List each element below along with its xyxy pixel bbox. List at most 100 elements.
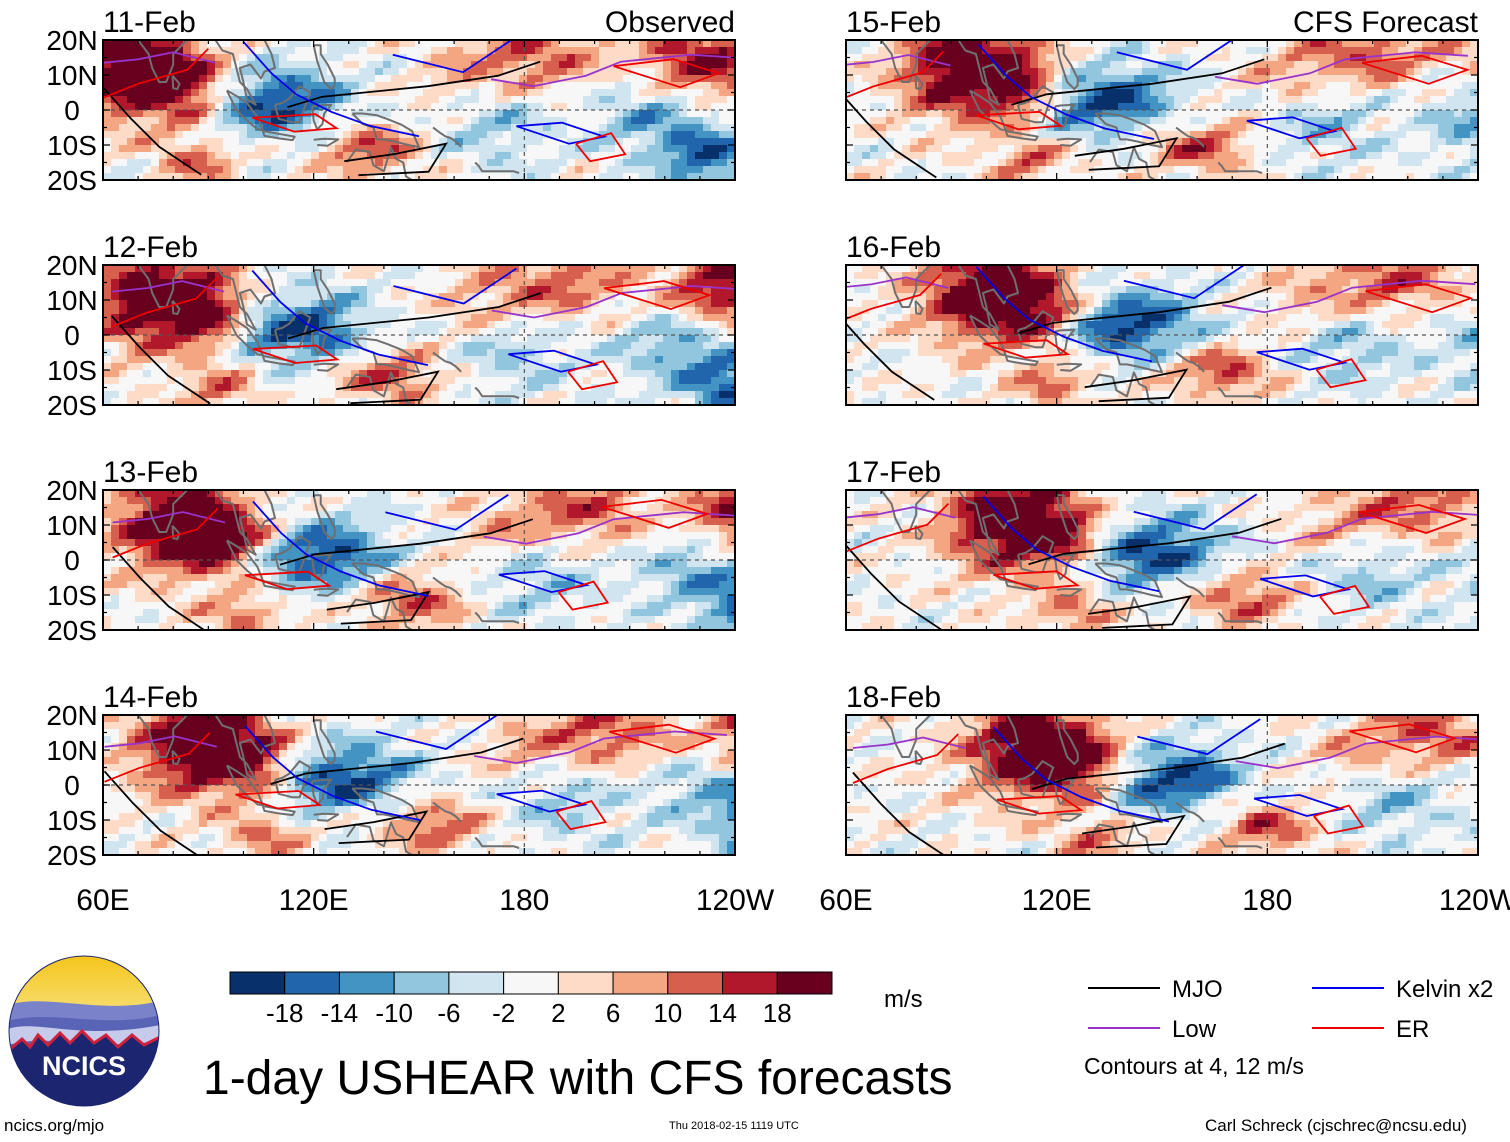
contour-line (1137, 718, 1261, 756)
y-tick-label: 0 (64, 95, 80, 126)
colorbar-swatch (776, 971, 833, 995)
colorbar-swatch (448, 971, 505, 995)
contour-line (112, 507, 219, 559)
colorbar-swatch (338, 971, 395, 995)
footer-site[interactable]: ncics.org/mjo (4, 1116, 105, 1135)
coastline (226, 314, 264, 357)
contour-line (982, 496, 1160, 593)
y-tick-label: 10S (47, 805, 97, 836)
panel-field (103, 40, 735, 180)
coastline (1004, 130, 1039, 142)
contour-line (575, 132, 627, 163)
footer-credit: Carl Schreck (cjschrec@ncsu.edu) (1205, 1116, 1467, 1135)
contour-line (983, 339, 1071, 359)
legend: MJO Kelvin x2 Low ER (1088, 976, 1493, 1043)
coastline (474, 611, 520, 624)
coastline (474, 386, 520, 399)
coastline (1055, 719, 1079, 765)
contour-line (242, 41, 420, 138)
contour-line (474, 730, 728, 764)
contour-line (103, 48, 209, 99)
panel-field (846, 40, 1478, 180)
x-tick-label: 120E (1022, 884, 1092, 917)
contour-line (846, 54, 951, 67)
x-tick-label: 180 (499, 884, 549, 917)
contour-line (1088, 595, 1192, 629)
colorbar-label: 14 (708, 998, 737, 1028)
contour-line (1116, 40, 1234, 71)
coastline (274, 535, 312, 574)
contour-line (603, 280, 713, 311)
legend-label: MJO (1172, 976, 1223, 1003)
coastline (312, 494, 336, 540)
contour-line (1315, 358, 1367, 389)
colorbar-swatch (722, 971, 778, 995)
contour-line (1361, 54, 1471, 85)
colorbar-swatch (503, 971, 559, 995)
coastline (1217, 386, 1263, 399)
contour-line (103, 86, 202, 176)
contour-line (1313, 804, 1365, 835)
contour-line (1319, 584, 1371, 615)
panels: 11-Feb Observed20N10N010S20S12-Feb20N10N0… (46, 6, 1510, 917)
contour-line (975, 266, 1153, 363)
coastline (914, 300, 924, 315)
contour-line (852, 733, 959, 784)
legend-label: Kelvin x2 (1396, 976, 1493, 1003)
colorbar-label: -14 (321, 998, 359, 1028)
coastline (351, 562, 420, 599)
contour-line (324, 810, 429, 844)
y-tick-label: 10N (46, 285, 97, 316)
colorbar-label: 10 (653, 998, 682, 1028)
contour-line (977, 43, 1155, 140)
contour-line (846, 544, 942, 630)
contour-line (393, 267, 517, 305)
y-tick-label: 10N (46, 510, 97, 541)
colorbar-swatch (393, 971, 450, 995)
panel-date: 14-Feb (103, 681, 198, 714)
contour-line (344, 142, 448, 177)
coastline (1055, 494, 1079, 540)
y-tick-label: 10N (46, 735, 97, 766)
footer-timestamp: Thu 2018-02-15 1119 UTC (669, 1120, 799, 1132)
coastline (351, 787, 420, 824)
colorbar-label: 6 (606, 998, 620, 1028)
contour-line (287, 292, 542, 340)
coastline (1055, 44, 1079, 90)
panel-field (846, 265, 1478, 405)
contour-line (846, 503, 950, 553)
coastline (957, 715, 1019, 781)
contour-line (496, 789, 589, 813)
contour-line (498, 570, 591, 594)
contour-line (557, 580, 610, 611)
coastline (1175, 351, 1205, 373)
contour-line (993, 570, 1081, 590)
coastline (214, 265, 276, 331)
contour-line (1359, 504, 1468, 534)
contour-line (846, 506, 956, 519)
colorbar-label: -2 (492, 998, 515, 1028)
contour-line (567, 360, 619, 391)
coastline (867, 265, 932, 308)
colorbar-swatch (284, 971, 340, 995)
coastline (346, 146, 413, 180)
y-tick-label: 0 (64, 770, 80, 801)
coastline (474, 836, 520, 849)
coastline (474, 161, 520, 174)
contour-line (996, 795, 1084, 815)
contour-line (103, 770, 199, 855)
ncics-logo: NCICS (8, 955, 160, 1107)
y-tick-label: 20S (47, 840, 97, 871)
contour-line (555, 800, 607, 831)
contour-line (1365, 283, 1474, 314)
logo-text: NCICS (42, 1051, 126, 1081)
contour-line (490, 53, 735, 88)
coastline (313, 812, 340, 822)
coastline (226, 764, 264, 807)
coastline (313, 587, 340, 597)
panel-18-Feb: 18-Feb 60E 120E 180 120W (819, 681, 1510, 917)
contour-line (1305, 126, 1358, 157)
